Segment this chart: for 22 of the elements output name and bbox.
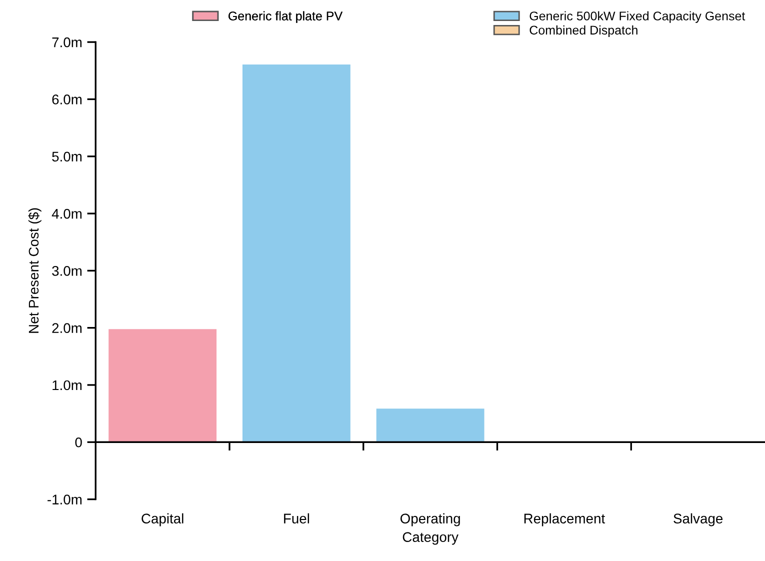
x-tick-label: Replacement xyxy=(524,513,606,526)
legend-label: Combined Dispatch xyxy=(530,25,638,38)
bar xyxy=(108,329,217,443)
y-tick-label: 6.0m xyxy=(52,94,82,104)
x-tick-label: Operating xyxy=(400,513,460,526)
y-tick-label: 3.0m xyxy=(52,266,82,276)
y-tick-label: 7.0m xyxy=(52,37,82,48)
x-tick-label: Salvage xyxy=(674,513,723,526)
legend-label: Generic 500kW Fixed Capacity Genset xyxy=(530,11,746,23)
y-tick-label: 0 xyxy=(75,437,82,448)
x-tick-label: Capital xyxy=(142,513,184,526)
y-tick-label: -1.0m xyxy=(48,494,82,504)
x-tick-label: Fuel xyxy=(284,513,310,524)
y-tick-label: 5.0m xyxy=(52,152,82,162)
y-tick-label: 4.0m xyxy=(52,208,82,219)
legend-label: Generic flat plate PV xyxy=(228,11,343,23)
y-tick-label: 2.0m xyxy=(52,323,82,334)
x-axis-title: Category xyxy=(402,532,458,545)
bar xyxy=(242,64,350,443)
y-axis-title: Net Present Cost ($) xyxy=(28,208,42,333)
bar xyxy=(376,408,484,443)
y-tick-label: 1.0m xyxy=(52,380,82,390)
